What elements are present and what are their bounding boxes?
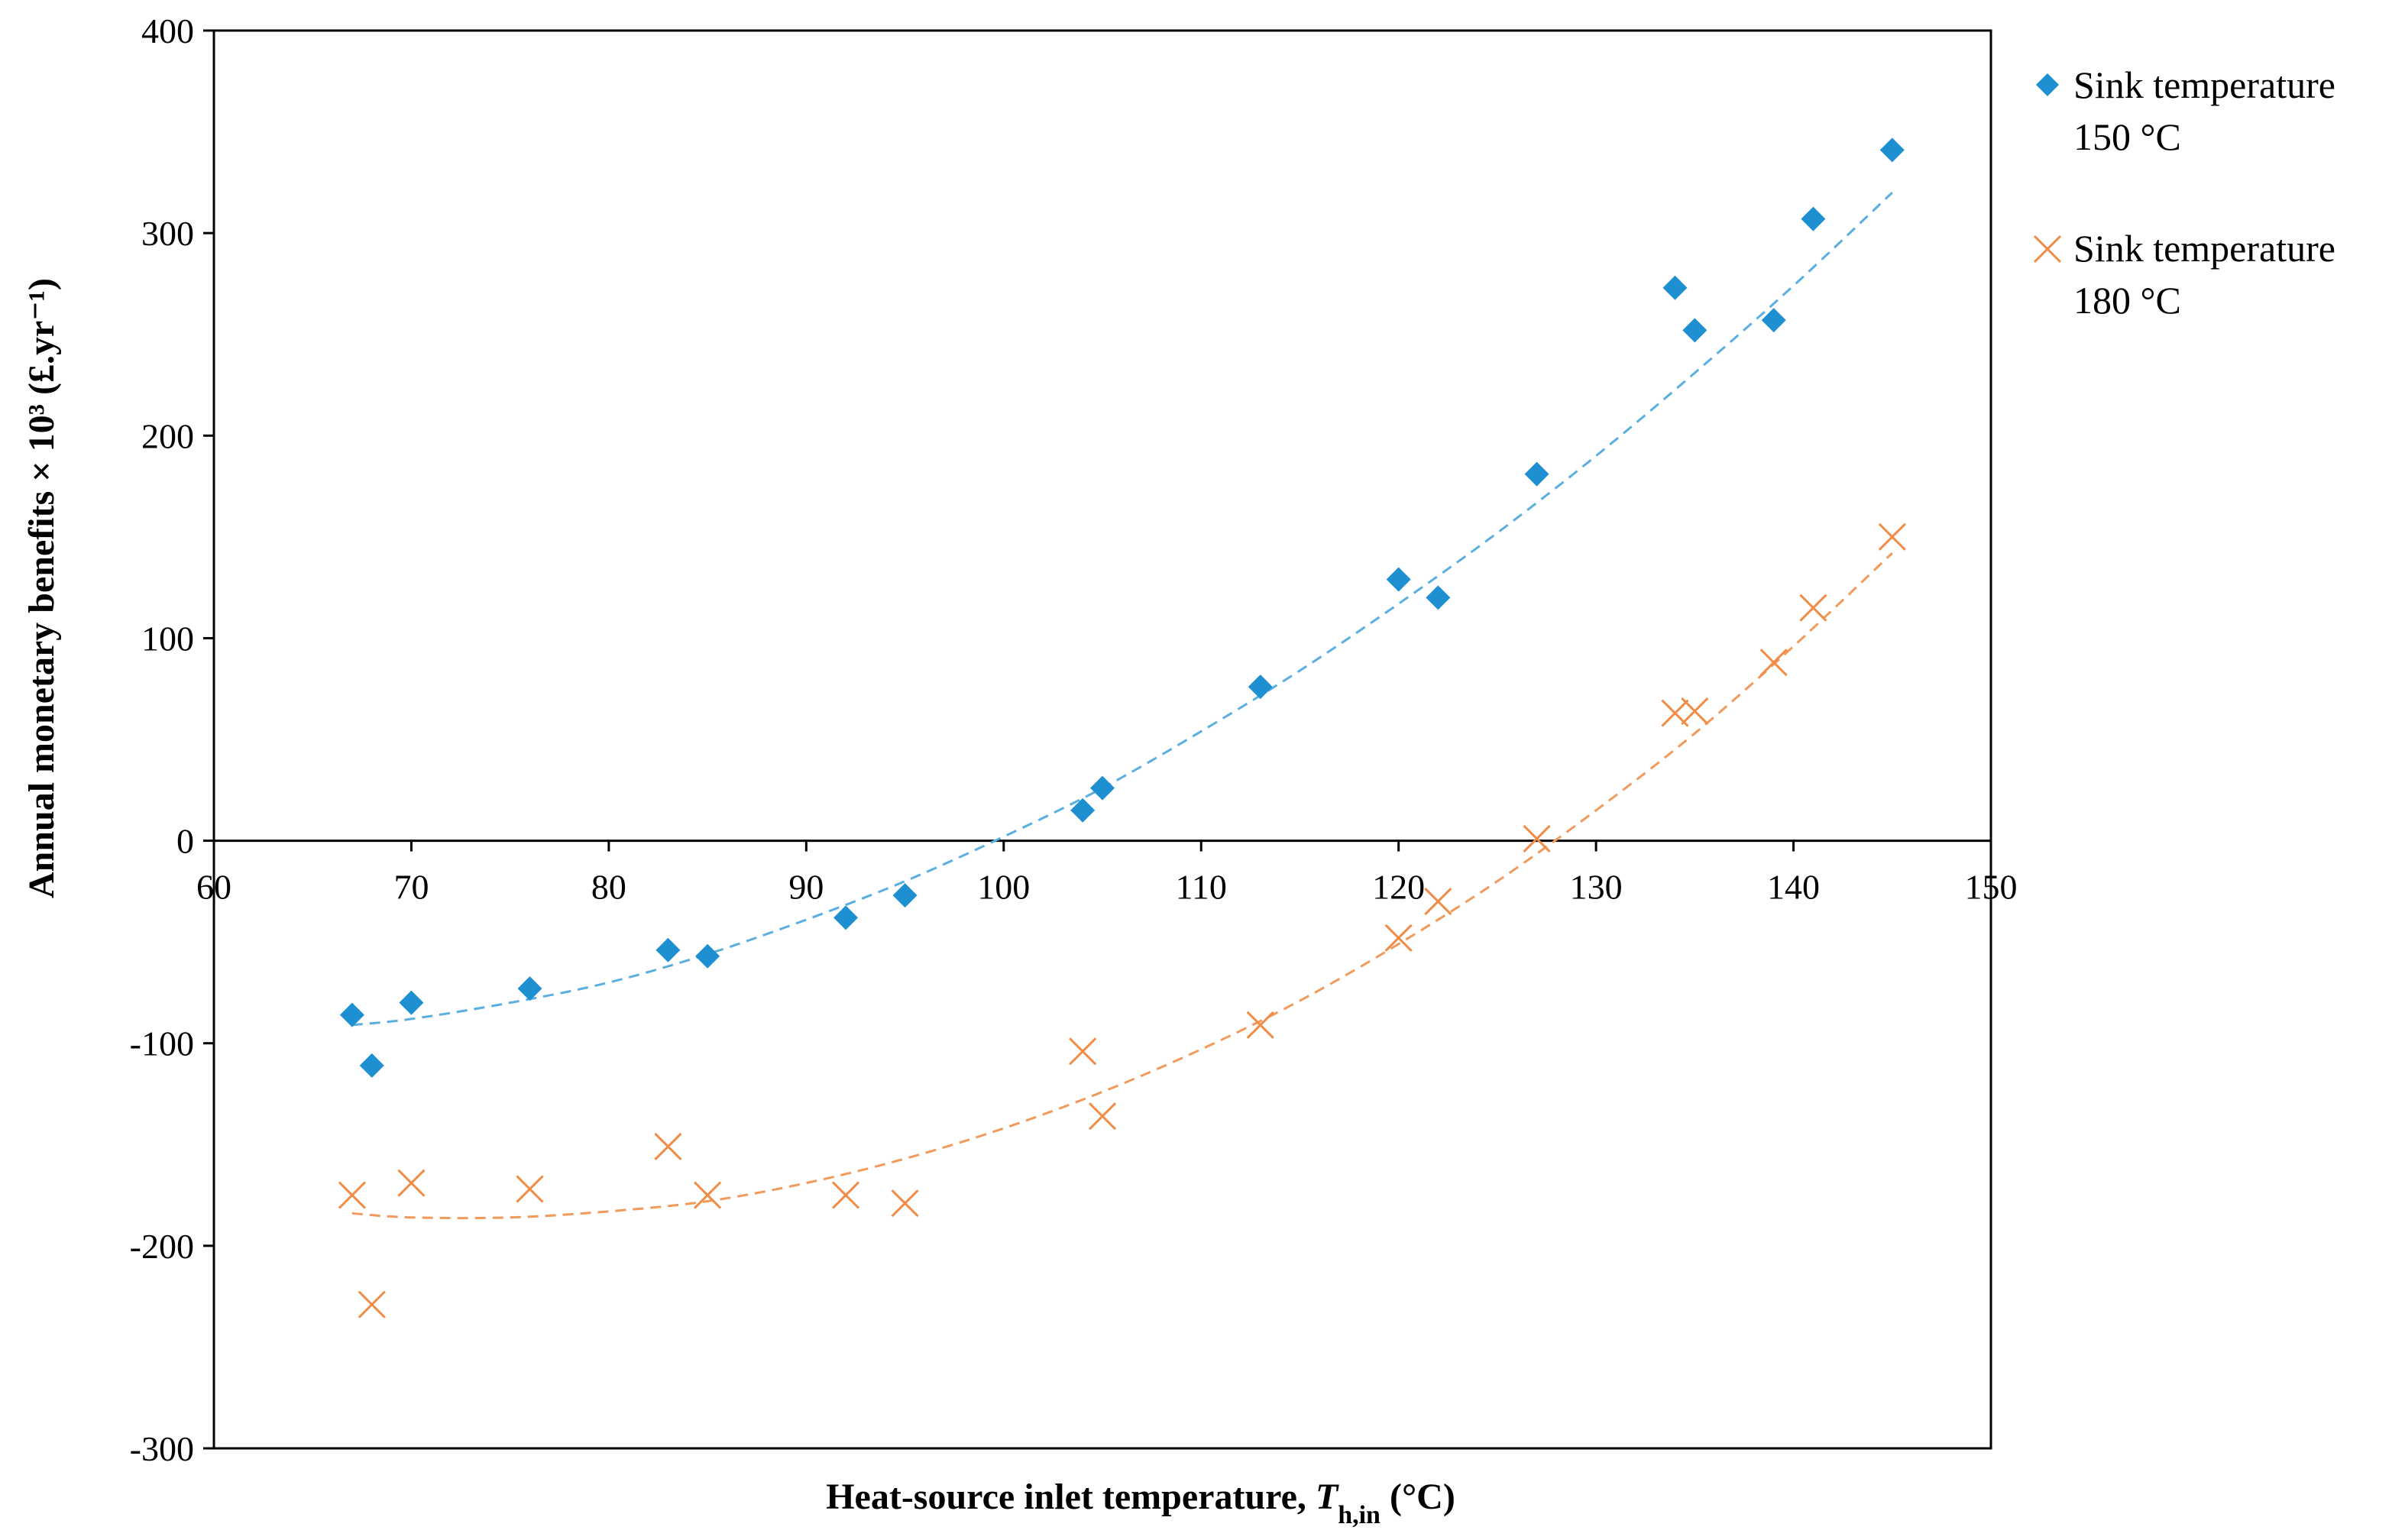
data-point-x	[338, 1181, 366, 1209]
legend-label-line-1: Sink temperature	[2073, 227, 2335, 270]
x-tick-label: 100	[977, 868, 1030, 907]
data-point-x	[1246, 1011, 1274, 1039]
legend-label-line-1: Sink temperature	[2073, 63, 2335, 106]
data-point-diamond	[1248, 675, 1273, 700]
data-point-x	[516, 1175, 544, 1203]
trendline-series-2	[351, 552, 1893, 1220]
x-tick-label: 130	[1570, 868, 1623, 907]
data-point-x	[1384, 924, 1413, 952]
data-point-x	[1799, 594, 1827, 622]
y-tick-label: -300	[130, 1429, 194, 1468]
data-point-x	[1069, 1037, 1097, 1066]
y-tick-label: 0	[176, 822, 194, 861]
data-point-diamond	[1879, 138, 1905, 163]
x-tick-label: 110	[1176, 868, 1227, 907]
data-point-diamond	[517, 976, 542, 1001]
y-tick-label: 200	[141, 416, 194, 455]
y-axis-ticks: -300 -200 -100 0 100 200 300 400	[130, 11, 214, 1468]
data-point-diamond	[1801, 206, 1826, 231]
x-tick-label: 90	[788, 868, 824, 907]
legend: Sink temperature 150 °C Sink temperature…	[2033, 63, 2335, 322]
data-point-x	[831, 1181, 860, 1209]
x-tick-label: 120	[1372, 868, 1425, 907]
y-tick-label: -200	[130, 1227, 194, 1266]
data-point-diamond	[1070, 798, 1096, 823]
data-point-diamond	[359, 1053, 384, 1078]
data-point-x	[397, 1169, 426, 1197]
legend-label-line-2: 180 °C	[2073, 279, 2181, 322]
data-point-diamond	[339, 1002, 364, 1027]
x-tick-label: 70	[393, 868, 429, 907]
data-point-x	[1088, 1102, 1117, 1131]
x-tick-label: 150	[1965, 868, 2018, 907]
x-tick-label: 140	[1767, 868, 1820, 907]
legend-marker-x	[2033, 235, 2062, 264]
data-point-diamond	[1524, 461, 1549, 487]
y-axis-title: Annual monetary benefits × 10³ (£.yr⁻¹)	[21, 278, 62, 898]
data-point-diamond	[1761, 308, 1786, 333]
data-point-diamond	[1426, 585, 1451, 610]
y-tick-label: 100	[141, 619, 194, 658]
data-point-diamond	[892, 883, 918, 908]
data-point-diamond	[1386, 567, 1411, 592]
data-point-x	[654, 1132, 682, 1160]
y-tick-label: 300	[141, 214, 194, 253]
data-point-x	[1878, 522, 1906, 551]
data-point-diamond	[695, 943, 720, 969]
data-point-diamond	[655, 937, 681, 962]
data-point-diamond	[1090, 775, 1115, 801]
x-axis-title: Heat-source inlet temperature, Th,in (°C…	[826, 1477, 1455, 1529]
data-point-diamond	[1662, 275, 1688, 300]
legend-label-line-2: 150 °C	[2073, 115, 2181, 158]
data-point-diamond	[399, 990, 424, 1015]
plot-frame	[212, 29, 1992, 1450]
y-tick-label: -100	[130, 1024, 194, 1063]
data-point-diamond	[1682, 318, 1707, 343]
x-axis-ticks: 60 70 80 90 100 110 120 130 140 150	[196, 840, 2018, 907]
plot-area: 60 70 80 90 100 110 120 130 140 150 -300 -200 -100 0…	[130, 11, 2018, 1468]
x-tick-label: 80	[591, 868, 626, 907]
y-tick-label: 400	[141, 11, 194, 50]
data-point-x	[1424, 888, 1452, 916]
legend-item-sink-180: Sink temperature 180 °C	[2033, 227, 2335, 322]
data-point-x	[1681, 697, 1709, 725]
data-point-x	[358, 1290, 386, 1318]
data-point-x	[891, 1189, 919, 1218]
data-markers	[338, 138, 1906, 1318]
data-point-x	[1759, 649, 1788, 677]
legend-marker-diamond	[2036, 73, 2059, 96]
trendlines	[351, 192, 1893, 1220]
data-point-x	[694, 1181, 722, 1209]
x-tick-label: 60	[196, 868, 231, 907]
data-point-diamond	[833, 905, 859, 930]
data-point-x	[1523, 824, 1551, 852]
legend-item-sink-150: Sink temperature 150 °C	[2036, 63, 2335, 158]
trendline-series-1	[351, 192, 1893, 1027]
